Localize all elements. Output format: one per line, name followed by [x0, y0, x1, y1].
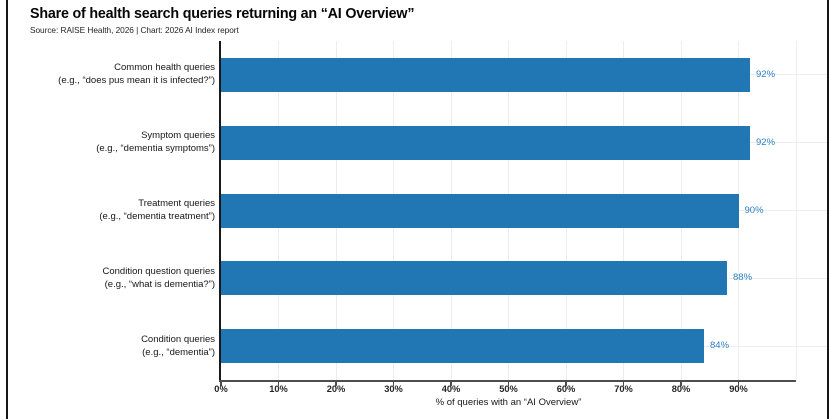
bar-value-label: 92% [756, 136, 776, 148]
bar [221, 125, 750, 160]
x-axis-tick [507, 382, 510, 386]
y-axis-spine [219, 41, 221, 382]
bar-value-label: 92% [756, 68, 776, 80]
category-label: Common health queries (e.g., “does pus me… [10, 61, 215, 87]
category-label: Condition queries (e.g., “dementia”) [10, 333, 215, 359]
category-example: (e.g., “dementia”) [142, 346, 215, 358]
category-example: (e.g., “does pus mean it is infected?”) [58, 75, 215, 87]
category-name: Condition question queries [102, 265, 216, 277]
plot-area: 92% 92% 90% 88% 84% [219, 41, 827, 382]
bar [221, 193, 739, 228]
category-example: (e.g., “dementia treatment”) [99, 211, 215, 222]
x-axis-tick [277, 382, 280, 386]
x-axis-tick [335, 382, 337, 386]
bar [221, 329, 704, 364]
x-tick-label: 10% [269, 384, 288, 394]
x-tick-label: 90% [729, 384, 748, 394]
category-example: (e.g., “dementia symptoms”) [96, 143, 215, 155]
category-label: Condition question queries (e.g., “what i… [10, 265, 216, 291]
category-name: Condition queries [141, 333, 215, 345]
category-name: Treatment queries [138, 198, 215, 209]
category-name: Common health queries [114, 62, 215, 74]
bar-value-label: 88% [733, 272, 753, 284]
x-tick-label: 30% [384, 384, 403, 394]
x-axis-tick [392, 382, 395, 386]
x-axis-tick [565, 382, 567, 386]
category-name: Symptom queries [141, 130, 215, 142]
category-example: (e.g., “what is dementia?”) [104, 278, 215, 290]
x-tick-label: 20% [326, 384, 346, 394]
chart-title: Share of health search queries returning… [30, 6, 415, 22]
x-axis-tick [680, 382, 682, 386]
chart-source: Source: RAISE Health, 2026 | Chart: 2026… [30, 25, 239, 35]
bar-value-label: 84% [710, 340, 730, 352]
x-tick-label: 80% [671, 384, 691, 394]
x-axis-tick [737, 382, 740, 386]
x-axis-tick [450, 382, 452, 386]
bar [221, 261, 727, 296]
x-axis-label: % of queries with an “AI Overview” [435, 397, 582, 408]
x-axis-tick [220, 382, 222, 386]
category-label: Symptom queries (e.g., “dementia symptoms… [10, 129, 215, 155]
x-tick-label: 50% [499, 384, 518, 394]
category-label: Treatment queries (e.g., “dementia treatm… [10, 197, 215, 223]
x-axis-spine [219, 380, 796, 382]
x-tick-label: 60% [556, 384, 576, 394]
bar [221, 57, 750, 92]
x-tick-label: 40% [441, 384, 461, 394]
x-axis-tick [622, 382, 625, 386]
left-frame-border [6, 0, 8, 419]
x-tick-label: 70% [614, 384, 633, 394]
x-tick-label: 0% [214, 384, 228, 394]
bar-value-label: 90% [744, 204, 764, 216]
right-frame-border [827, 0, 829, 419]
